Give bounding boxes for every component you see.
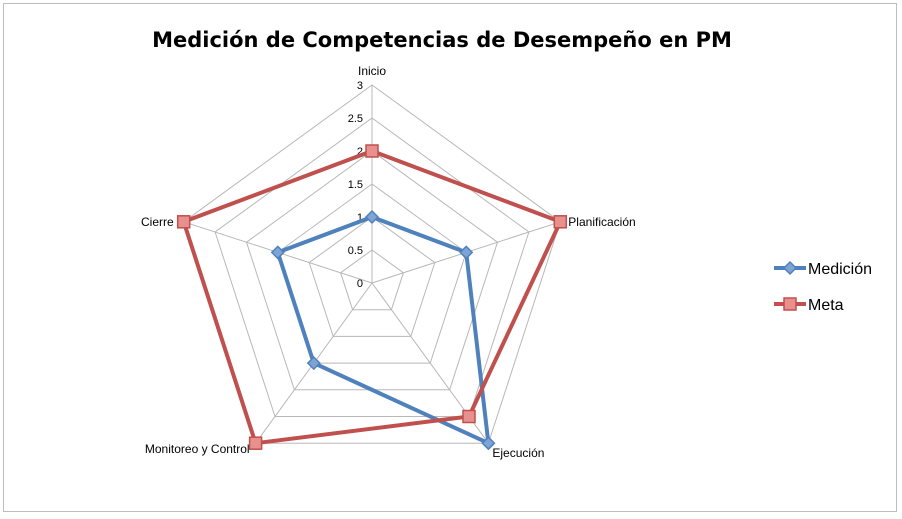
legend-entry: Medición — [774, 260, 872, 278]
data-point — [176, 215, 191, 229]
legend: Medición Meta — [774, 260, 872, 314]
category-label: Planificación — [568, 215, 635, 229]
data-point — [481, 436, 496, 451]
tick-label: 3 — [357, 80, 363, 92]
legend-marker — [782, 260, 798, 276]
series-line — [275, 215, 491, 446]
legend-entry: Meta — [774, 297, 844, 314]
tick-label: 1 — [357, 212, 363, 224]
tick-label: 1.5 — [348, 179, 363, 191]
data-point — [365, 144, 379, 158]
chart-title: Medición de Competencias de Desempeño en… — [152, 28, 732, 52]
tick-label: 0 — [357, 278, 363, 290]
series-line — [181, 149, 563, 446]
legend-marker — [783, 297, 797, 311]
grid-ring — [308, 216, 436, 337]
category-label: Inicio — [358, 64, 386, 78]
data-point — [306, 356, 321, 371]
tick-label: 2 — [357, 146, 363, 158]
radar-chart: Medición de Competencias de Desempeño en… — [141, 28, 872, 460]
data-point — [553, 215, 568, 229]
category-label: Monitoreo y Control — [145, 442, 250, 456]
data-point — [270, 245, 285, 260]
grid-ring — [340, 249, 404, 311]
data-point — [459, 245, 474, 260]
series-1 — [176, 144, 568, 450]
grid-ring — [277, 183, 467, 364]
series-layer — [176, 144, 568, 451]
data-point — [364, 209, 380, 225]
tick-label: 2.5 — [348, 113, 363, 125]
series-0 — [270, 209, 496, 451]
legend-label: Medición — [808, 261, 872, 278]
category-label: Cierre — [141, 215, 174, 229]
grid-ring — [214, 117, 530, 417]
chart-area: Medición de Competencias de Desempeño en… — [3, 3, 897, 512]
radial-tick-labels: 0 0.5 1 1.5 2 2.5 3 — [348, 80, 363, 290]
category-labels: Inicio Planificación Ejecución Monitoreo y … — [141, 64, 636, 460]
tick-label: 0.5 — [348, 245, 363, 257]
category-label: Ejecución — [492, 446, 544, 460]
grid-ring — [183, 84, 561, 444]
data-point — [462, 409, 476, 424]
radar-grid — [183, 84, 561, 444]
data-point — [248, 436, 263, 450]
legend-label: Meta — [808, 297, 844, 314]
